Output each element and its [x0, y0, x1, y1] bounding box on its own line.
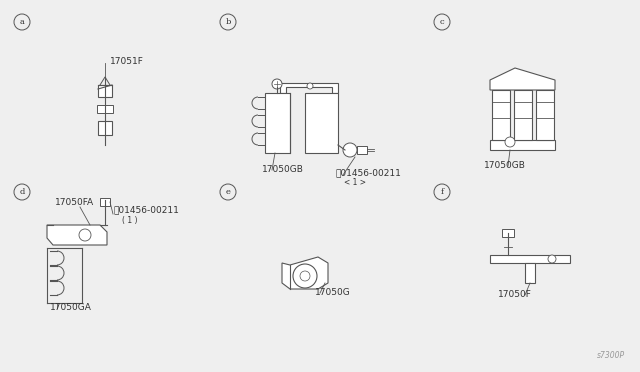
- Circle shape: [434, 184, 450, 200]
- Text: 17050FA: 17050FA: [55, 198, 94, 207]
- FancyBboxPatch shape: [490, 255, 570, 263]
- Text: 17050F: 17050F: [498, 290, 532, 299]
- Text: f: f: [440, 188, 444, 196]
- Circle shape: [307, 83, 313, 89]
- Text: 17050GB: 17050GB: [484, 161, 526, 170]
- Circle shape: [548, 255, 556, 263]
- FancyBboxPatch shape: [357, 146, 367, 154]
- Text: b: b: [225, 18, 230, 26]
- Circle shape: [343, 143, 357, 157]
- Circle shape: [505, 137, 515, 147]
- Polygon shape: [490, 68, 555, 90]
- Text: ( 1 ): ( 1 ): [122, 216, 138, 225]
- Circle shape: [14, 14, 30, 30]
- Polygon shape: [490, 140, 555, 150]
- Text: 17050GB: 17050GB: [262, 165, 304, 174]
- FancyBboxPatch shape: [100, 198, 110, 206]
- FancyBboxPatch shape: [98, 85, 112, 97]
- Text: 17050GA: 17050GA: [50, 303, 92, 312]
- Circle shape: [300, 271, 310, 281]
- FancyBboxPatch shape: [525, 263, 535, 283]
- Circle shape: [434, 14, 450, 30]
- Text: e: e: [225, 188, 230, 196]
- FancyBboxPatch shape: [98, 121, 112, 135]
- Circle shape: [14, 184, 30, 200]
- Circle shape: [220, 184, 236, 200]
- Polygon shape: [280, 83, 338, 93]
- Circle shape: [293, 264, 317, 288]
- FancyBboxPatch shape: [492, 90, 510, 140]
- FancyBboxPatch shape: [97, 105, 113, 113]
- Circle shape: [79, 229, 91, 241]
- FancyBboxPatch shape: [265, 93, 290, 153]
- Text: Ⓢ01456-00211: Ⓢ01456-00211: [113, 205, 179, 214]
- Text: < 1 >: < 1 >: [344, 178, 366, 187]
- Polygon shape: [282, 257, 328, 289]
- FancyBboxPatch shape: [536, 90, 554, 140]
- Text: s7300P: s7300P: [597, 351, 625, 360]
- Circle shape: [272, 79, 282, 89]
- FancyBboxPatch shape: [514, 90, 532, 140]
- Text: 17051F: 17051F: [110, 57, 144, 66]
- Text: Ⓢ01456-00211: Ⓢ01456-00211: [335, 168, 401, 177]
- Circle shape: [220, 14, 236, 30]
- Text: c: c: [440, 18, 444, 26]
- Text: 17050G: 17050G: [315, 288, 351, 297]
- Text: a: a: [20, 18, 24, 26]
- FancyBboxPatch shape: [502, 229, 514, 237]
- FancyBboxPatch shape: [305, 93, 338, 153]
- Text: d: d: [19, 188, 25, 196]
- Polygon shape: [47, 225, 107, 245]
